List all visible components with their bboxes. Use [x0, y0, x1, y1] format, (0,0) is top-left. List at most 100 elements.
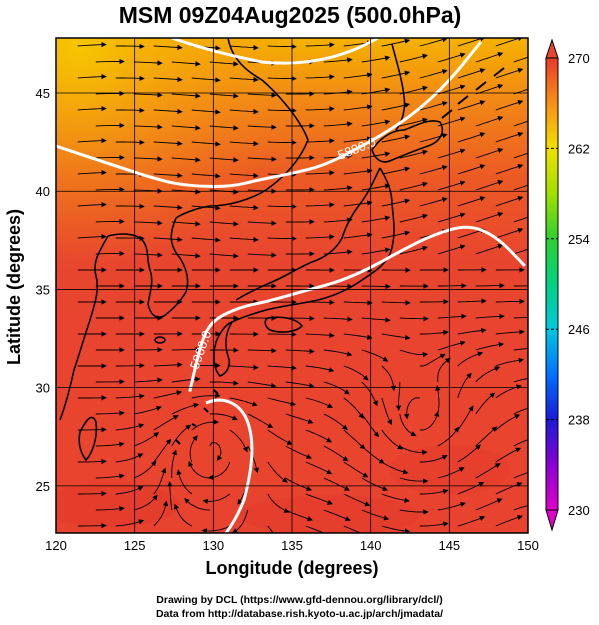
streamline	[475, 148, 504, 159]
streamline	[381, 134, 411, 143]
streamline	[188, 460, 210, 479]
streamline	[399, 445, 428, 456]
streamline	[343, 104, 373, 111]
streamline	[343, 168, 373, 175]
streamline	[475, 84, 504, 95]
streamline	[457, 38, 486, 47]
streamlines	[77, 38, 561, 533]
streamline	[361, 283, 391, 290]
streamline	[191, 77, 221, 83]
streamline	[285, 477, 313, 492]
streamline	[323, 217, 353, 223]
streamline	[457, 372, 472, 399]
map-title: MSM 09Z04Aug2025 (500.0hPa)	[118, 2, 462, 28]
streamline	[513, 505, 528, 511]
streamline	[495, 67, 524, 79]
temperature-field	[56, 38, 528, 533]
streamline	[267, 75, 297, 82]
streamline	[229, 44, 259, 51]
streamline	[475, 366, 501, 383]
streamline	[361, 413, 380, 438]
streamline	[381, 166, 411, 175]
colorbar-tick-label: 254	[568, 232, 590, 247]
streamline	[153, 415, 179, 431]
streamline	[191, 173, 221, 179]
streamline	[191, 392, 221, 399]
streamline	[167, 481, 173, 511]
streamline	[513, 472, 528, 479]
streamline	[475, 341, 505, 351]
streamline	[361, 509, 390, 521]
streamline	[513, 216, 528, 223]
streamline	[495, 131, 524, 143]
streamline	[399, 349, 429, 358]
x-axis-ticks: 120 125 130 135 140 145 150	[45, 538, 539, 553]
streamline	[513, 152, 528, 159]
streamline	[115, 423, 145, 431]
streamline	[419, 69, 448, 79]
streamline	[153, 204, 183, 211]
streamline	[513, 120, 528, 127]
streamline	[399, 413, 417, 437]
streamline	[475, 180, 504, 191]
streamline	[495, 482, 523, 495]
streamline	[133, 494, 158, 511]
streamline	[534, 38, 561, 46]
streamline	[95, 218, 125, 225]
streamline	[191, 141, 221, 147]
streamline	[133, 377, 163, 383]
streamline	[419, 455, 448, 463]
streamline	[495, 357, 525, 367]
streamline	[323, 121, 353, 127]
contour-5900	[188, 225, 526, 392]
streamline	[457, 481, 485, 495]
streamline	[153, 44, 183, 51]
streamline	[133, 220, 163, 226]
streamline	[209, 442, 223, 461]
colorbar: 230 238 246 254 262 270	[545, 38, 590, 532]
colorbar-tick-label: 262	[568, 141, 590, 156]
y-tick-label: 35	[36, 282, 50, 297]
contour-5880	[56, 40, 482, 188]
streamline	[77, 201, 107, 208]
streamline	[247, 413, 274, 429]
streamline	[305, 493, 334, 505]
streamline	[419, 133, 448, 143]
streamline	[419, 353, 446, 367]
streamline	[115, 486, 144, 495]
streamline	[153, 76, 183, 83]
streamline	[395, 382, 402, 411]
streamline	[437, 52, 466, 63]
x-tick-label: 125	[124, 538, 146, 553]
streamline	[171, 221, 201, 227]
streamline	[153, 500, 169, 527]
streamline	[201, 525, 231, 533]
streamline	[209, 380, 239, 386]
streamline	[361, 183, 391, 191]
streamline	[495, 195, 524, 207]
streamline	[475, 52, 504, 63]
streamline	[343, 200, 373, 207]
streamline	[381, 333, 411, 341]
streamline	[209, 61, 239, 67]
streamline	[534, 521, 561, 526]
streamline	[323, 413, 348, 431]
streamline	[153, 362, 183, 368]
streamline	[305, 397, 333, 408]
streamline	[229, 429, 248, 453]
y-axis-label: Latitude (degrees)	[4, 209, 24, 365]
streamline	[247, 124, 277, 130]
streamline	[305, 138, 335, 144]
streamline	[171, 157, 201, 163]
streamline	[513, 439, 528, 447]
streamline	[209, 93, 239, 99]
credit-data: Data from http://database.rish.kyoto-u.a…	[155, 608, 444, 620]
streamline	[495, 99, 524, 111]
streamline	[495, 514, 523, 527]
streamline	[343, 333, 373, 340]
colorbar-tick-label: 270	[568, 51, 590, 66]
streamline	[399, 477, 429, 484]
streamline	[323, 185, 353, 191]
streamline	[173, 503, 193, 527]
